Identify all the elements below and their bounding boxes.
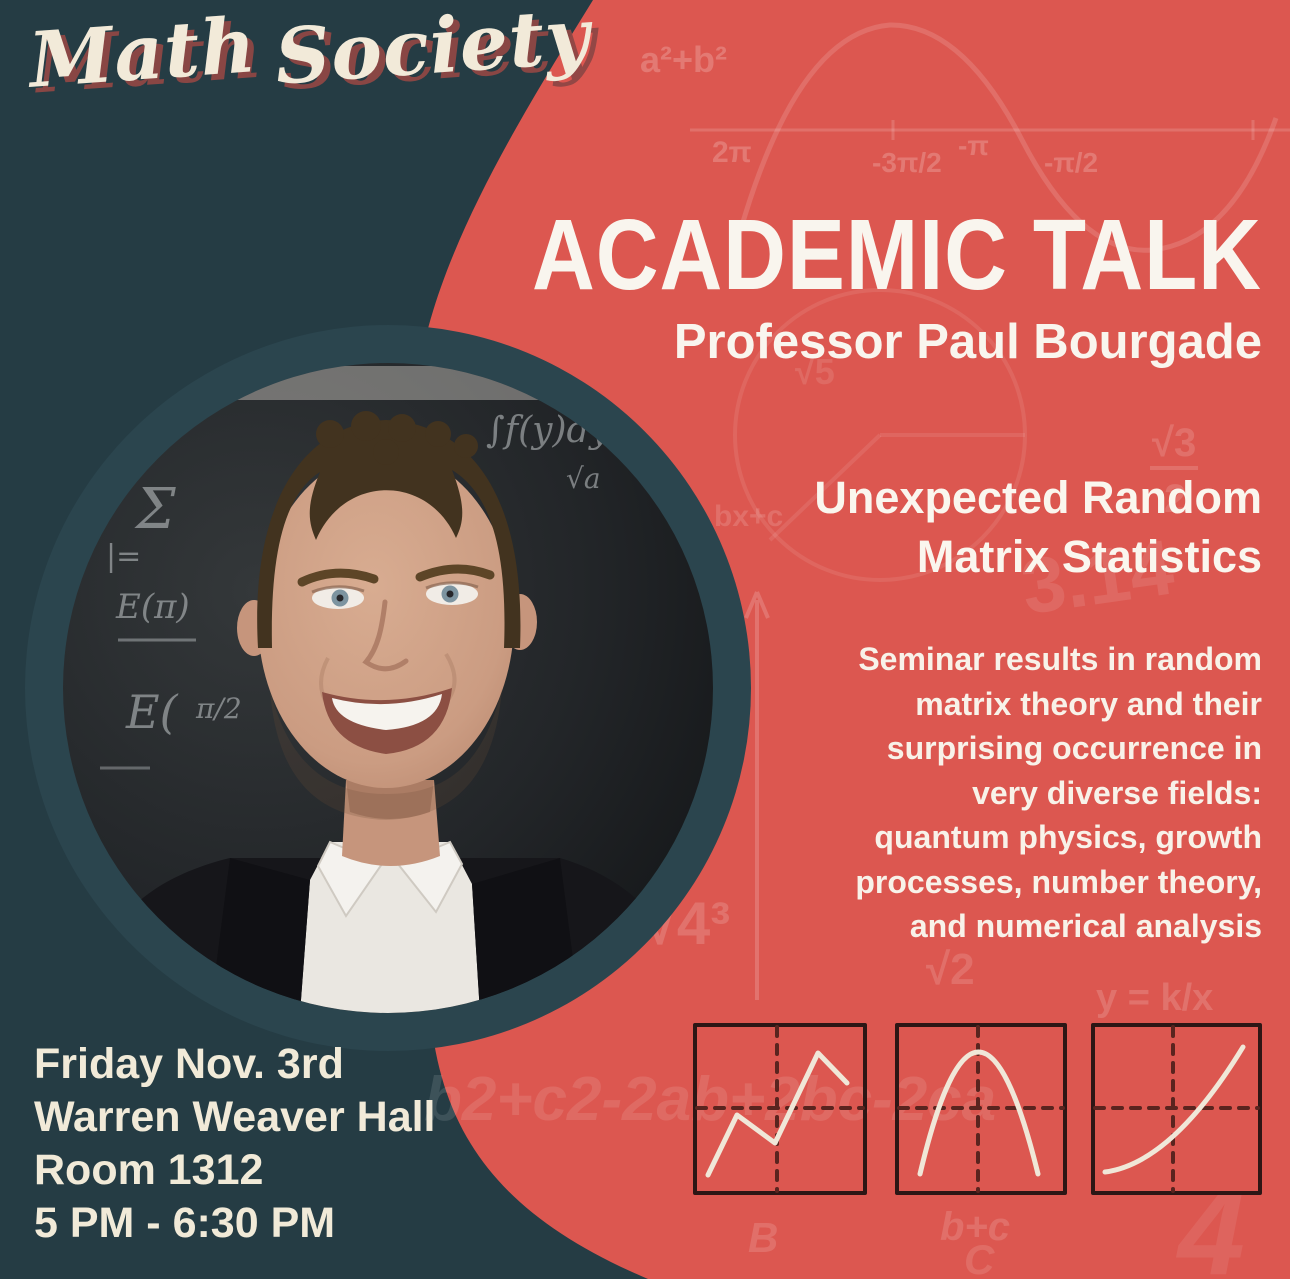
hair-shape: [257, 420, 521, 648]
talk-abstract: Seminar results in random matrix theory …: [855, 637, 1262, 949]
abstract-line: matrix theory and their: [915, 685, 1262, 722]
nose-shape: [362, 599, 409, 672]
abstract-line: very diverse fields:: [972, 774, 1262, 811]
math-formula-watermark: bx+c: [714, 500, 783, 533]
eyebrow-right: [415, 564, 495, 582]
teeth-shape: [332, 694, 442, 730]
unit-circle-radius: [768, 433, 882, 542]
svg-text:Σ: Σ: [134, 477, 176, 542]
talk-title-line-2: Matrix Statistics: [916, 531, 1262, 582]
math-formula-watermark: B: [748, 1214, 778, 1261]
event-details: Friday Nov. 3rd Warren Weaver Hall Room …: [34, 1038, 436, 1250]
graph-icons: [693, 1023, 1262, 1195]
hair-tuft: [373, 439, 399, 465]
hair-curl: [425, 421, 451, 447]
page-title: ACADEMIC TALK: [532, 199, 1262, 311]
pupil-right: [446, 590, 454, 598]
eyelid-left: [311, 585, 365, 594]
eyebrow-left: [297, 568, 379, 587]
abstract-line: processes, number theory,: [855, 863, 1262, 900]
eyelid-right: [425, 581, 479, 590]
hair-curl: [316, 420, 344, 448]
event-venue: Warren Weaver Hall: [34, 1093, 436, 1141]
axis-arrow-decoration: [744, 591, 770, 1000]
event-date: Friday Nov. 3rd: [34, 1040, 344, 1088]
math-formula-watermark: √2: [926, 945, 975, 994]
sine-curve-decoration: [737, 22, 1279, 253]
math-formula-watermark: √3: [1152, 421, 1196, 465]
math-formula-watermark: 3.14: [1016, 523, 1179, 631]
math-formula-watermark: -π/2: [1044, 147, 1098, 178]
talk-title-line-1: Unexpected Random: [814, 472, 1262, 523]
hair-curl: [388, 414, 416, 442]
jacket-lapel: [210, 858, 310, 1013]
stubble-shading: [270, 688, 502, 820]
face-shape: [258, 452, 514, 788]
abstract-line: and numerical analysis: [909, 908, 1262, 944]
face-group: [237, 411, 537, 820]
svg-text:|=: |=: [106, 539, 141, 574]
unit-circle-decoration: [733, 288, 1027, 582]
hair-curl: [454, 434, 478, 458]
math-formula-watermark: -π: [958, 130, 989, 161]
abstract-line: surprising occurrence in: [886, 730, 1262, 766]
math-formula-watermark: y = k/x: [1096, 977, 1213, 1019]
event-room: Room 1312: [34, 1146, 264, 1194]
svg-text:E(: E(: [125, 685, 179, 739]
math-formula-watermark: C: [964, 1236, 995, 1279]
svg-text:√a: √a: [566, 462, 601, 495]
math-formula-watermark: √5: [795, 351, 835, 392]
abstract-line: quantum physics, growth: [874, 819, 1262, 855]
math-formula-watermark: b2+c2-2ab+2bc-2ca: [424, 1065, 996, 1134]
line-graph-icon: [693, 1023, 867, 1195]
speaker-name: Professor Paul Bourgade: [673, 315, 1262, 369]
exponential-graph-icon: [1091, 1023, 1262, 1195]
math-formula-watermark: 2π: [712, 136, 752, 169]
svg-text:π/2: π/2: [195, 692, 242, 725]
math-formula-watermark: a²+b²: [640, 39, 727, 80]
neck-shadow: [346, 780, 434, 819]
event-time: 5 PM - 6:30 PM: [34, 1199, 336, 1247]
math-formula-watermark: 4: [1176, 1166, 1245, 1279]
parabola-graph-icon: [895, 1023, 1067, 1195]
talk-title: Unexpected Random Matrix Statistics: [814, 468, 1262, 586]
hair-curl: [351, 411, 381, 441]
pupil-left: [336, 594, 344, 602]
abstract-line: Seminar results in random: [858, 641, 1262, 677]
svg-text:E(π): E(π): [115, 587, 190, 627]
math-formula-watermark: 2: [1164, 477, 1186, 521]
brand-word-math: Math: [26, 0, 260, 105]
math-formula-watermark: b+c: [940, 1205, 1010, 1249]
math-formula-watermark: -3π/2: [872, 147, 942, 178]
